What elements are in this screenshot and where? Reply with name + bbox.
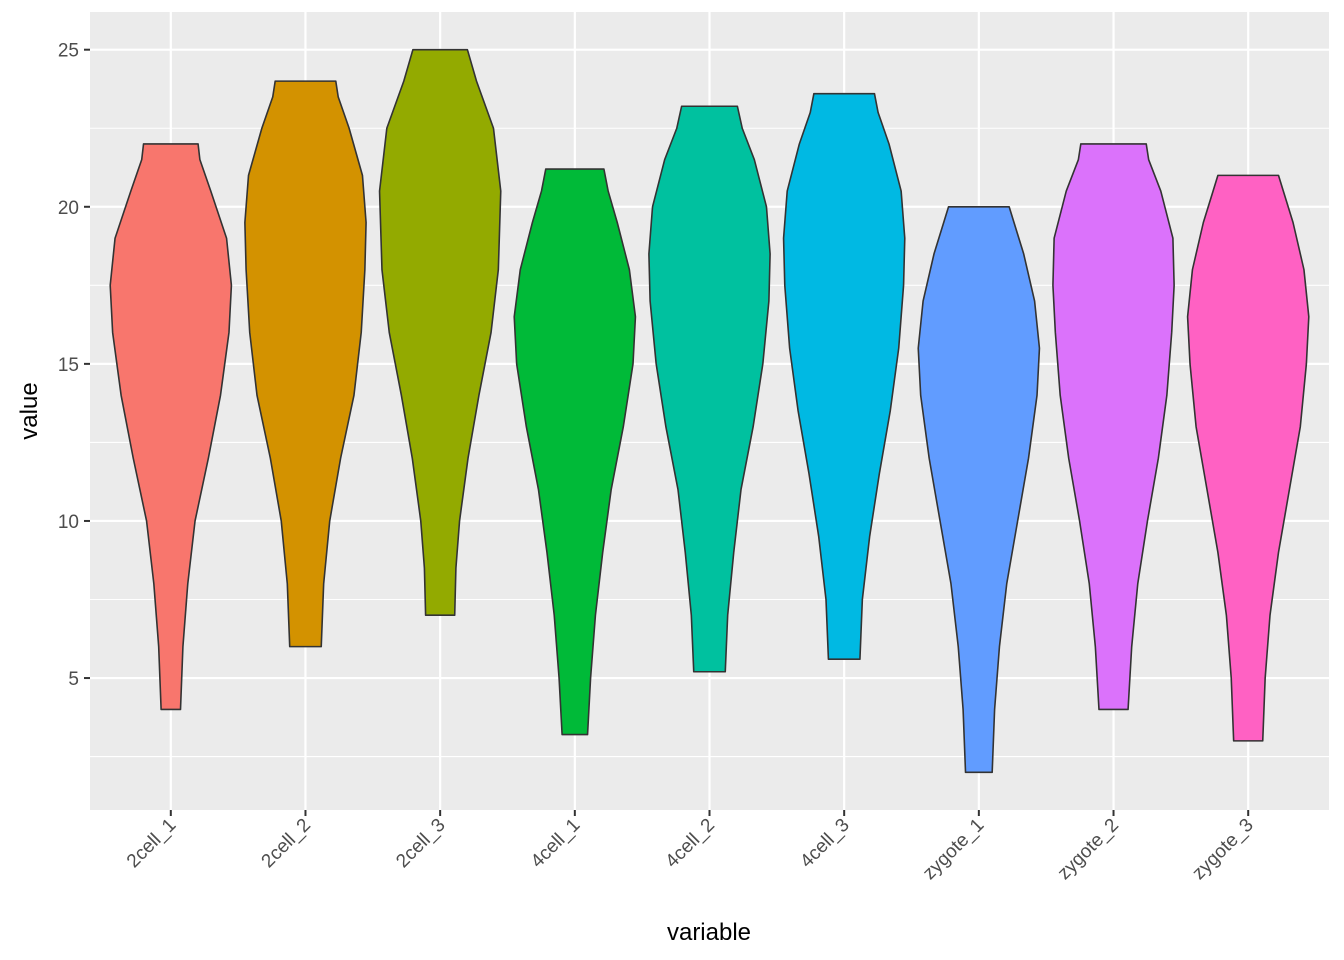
y-tick-label: 25 <box>58 41 79 62</box>
violin-zygote_2 <box>1052 143 1175 711</box>
violin-4cell_1 <box>513 168 637 736</box>
violin-2cell_3 <box>378 48 502 617</box>
violin-zygote_3 <box>1186 174 1310 742</box>
violin-4cell_3 <box>782 92 906 660</box>
x-axis-title: variable <box>667 919 751 946</box>
y-tick-label: 5 <box>68 669 79 690</box>
violin-2cell_1 <box>109 143 233 711</box>
violin-zygote_1 <box>917 205 1041 774</box>
y-axis-title: value <box>16 382 43 439</box>
y-tick-label: 15 <box>58 355 79 376</box>
y-tick-label: 10 <box>58 512 79 533</box>
y-tick-label: 20 <box>58 198 79 219</box>
y-axis-ticks: 5 10 15 20 25 <box>58 41 90 690</box>
violins <box>109 48 1310 774</box>
violin-2cell_2 <box>244 80 367 648</box>
violin-4cell_2 <box>648 105 771 673</box>
